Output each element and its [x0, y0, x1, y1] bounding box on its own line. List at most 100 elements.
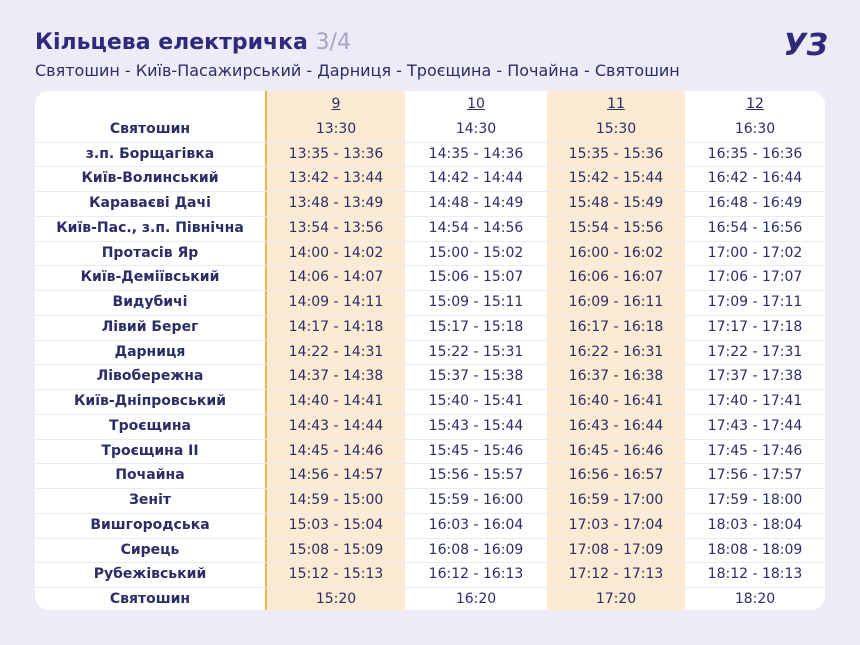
time: 15:45 - 15:46: [428, 442, 524, 459]
station: Видубичі: [112, 294, 188, 311]
row-separator: [35, 141, 825, 143]
time: 15:42 - 15:44: [568, 170, 664, 187]
time: 15:09 - 15:11: [428, 294, 524, 311]
time: 16:30: [734, 121, 776, 137]
time: 18:08 - 18:09: [707, 541, 803, 558]
station: Київ-Пас., з.п. Північна: [56, 219, 244, 236]
time: 13:35 - 13:36: [288, 145, 384, 162]
time: 14:59 - 15:00: [288, 492, 384, 509]
row-separator: [35, 290, 825, 292]
time: 14:45 - 14:46: [288, 442, 384, 459]
station: Святошин: [109, 591, 191, 608]
station: з.п. Борщагівка: [85, 145, 215, 162]
row-separator: [35, 562, 825, 564]
time: 17:37 - 17:38: [707, 368, 803, 385]
logo: УЗ: [783, 28, 828, 63]
time: 17:45 - 17:46: [707, 442, 803, 459]
station: Київ-Деміївський: [80, 269, 220, 286]
time: 15:56 - 15:57: [428, 467, 524, 484]
time: 14:56 - 14:57: [288, 467, 384, 484]
title-line: Кільцева електричка 3/4: [35, 30, 351, 55]
time: 16:09 - 16:11: [568, 294, 664, 311]
time: 16:54 - 16:56: [707, 219, 803, 236]
time: 17:00 - 17:02: [707, 244, 803, 261]
time: 17:17 - 17:18: [707, 318, 803, 335]
station: Троєщина II: [101, 442, 199, 459]
time: 14:35 - 14:36: [428, 145, 524, 162]
row-separator: [35, 314, 825, 316]
time: 17:20: [595, 591, 637, 608]
time: 14:06 - 14:07: [288, 269, 384, 286]
time: 14:54 - 14:56: [428, 219, 524, 236]
time: 18:12 - 18:13: [707, 566, 803, 583]
time: 14:30: [455, 121, 497, 137]
column-highlight: [547, 91, 685, 610]
time: 16:43 - 16:44: [568, 417, 664, 434]
time: 16:42 - 16:44: [707, 170, 803, 187]
time: 14:48 - 14:49: [428, 195, 524, 212]
station: Рубежівський: [93, 566, 207, 583]
time: 14:43 - 14:44: [288, 417, 384, 434]
time: 14:00 - 14:02: [288, 244, 384, 261]
time: 17:59 - 18:00: [707, 492, 803, 509]
time: 15:30: [595, 121, 637, 137]
row-separator: [35, 413, 825, 415]
time: 16:00 - 16:02: [568, 244, 664, 261]
time: 15:54 - 15:56: [568, 219, 664, 236]
time: 16:35 - 16:36: [707, 145, 803, 162]
row-separator: [35, 166, 825, 168]
time: 15:12 - 15:13: [288, 566, 384, 583]
time: 13:30: [315, 121, 357, 137]
row-separator: [35, 191, 825, 193]
time: 14:40 - 14:41: [288, 393, 384, 410]
divider: [265, 91, 267, 610]
time: 16:08 - 16:09: [428, 541, 524, 558]
time: 15:08 - 15:09: [288, 541, 384, 558]
time: 16:03 - 16:04: [428, 516, 524, 533]
station: Дарниця: [114, 343, 186, 360]
time: 15:48 - 15:49: [568, 195, 664, 212]
time: 13:48 - 13:49: [288, 195, 384, 212]
time: 17:43 - 17:44: [707, 417, 803, 434]
time: 14:22 - 14:31: [288, 343, 384, 360]
time: 18:03 - 18:04: [707, 516, 803, 533]
row-separator: [35, 364, 825, 366]
row-separator: [35, 240, 825, 242]
row-separator: [35, 215, 825, 217]
time: 16:20: [455, 591, 497, 608]
time: 15:35 - 15:36: [568, 145, 664, 162]
time: 17:03 - 17:04: [568, 516, 664, 533]
time: 14:42 - 14:44: [428, 170, 524, 187]
timetable: 9 10 11 12 Святошин 13:30 14:30 15:30 16:30 з.п. …: [35, 91, 825, 610]
time: 16:17 - 16:18: [568, 318, 664, 335]
time: 16:37 - 16:38: [568, 368, 664, 385]
row-separator: [35, 339, 825, 341]
station: Святошин: [109, 121, 191, 137]
time: 14:17 - 14:18: [288, 318, 384, 335]
station: Почайна: [115, 467, 185, 484]
time: 16:12 - 16:13: [428, 566, 524, 583]
time: 18:20: [734, 591, 776, 608]
time: 15:43 - 15:44: [428, 417, 524, 434]
time: 15:06 - 15:07: [428, 269, 524, 286]
time: 15:40 - 15:41: [428, 393, 524, 410]
time: 14:37 - 14:38: [288, 368, 384, 385]
time: 16:45 - 16:46: [568, 442, 664, 459]
station: Вишгородська: [90, 516, 210, 533]
time: 17:22 - 17:31: [707, 343, 803, 360]
time: 15:00 - 15:02: [428, 244, 524, 261]
row-separator: [35, 438, 825, 440]
time: 17:12 - 17:13: [568, 566, 664, 583]
row-separator: [35, 512, 825, 514]
row-separator: [35, 587, 825, 589]
time: 17:08 - 17:09: [568, 541, 664, 558]
time: 16:22 - 16:31: [568, 343, 664, 360]
train-number: 12: [746, 96, 764, 112]
row-separator: [35, 389, 825, 391]
row-separator: [35, 488, 825, 490]
train-number: 10: [467, 96, 485, 112]
time: 16:48 - 16:49: [707, 195, 803, 212]
row-separator: [35, 537, 825, 539]
time: 15:17 - 15:18: [428, 318, 524, 335]
